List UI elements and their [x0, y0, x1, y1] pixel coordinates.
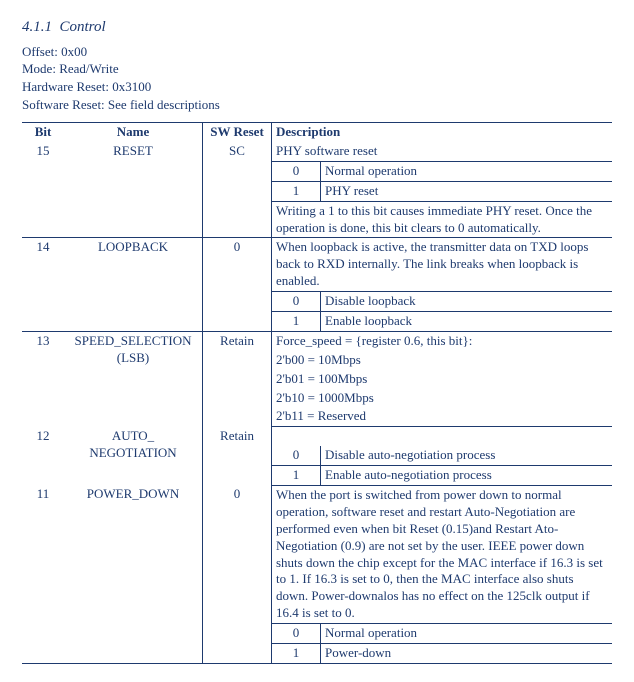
cell-swreset: 0	[203, 238, 272, 331]
cell-description: PHY software reset	[272, 142, 613, 161]
meta-hwreset-value: 0x3100	[112, 79, 151, 94]
subrow-key: 1	[272, 644, 321, 664]
cell-name: LOOPBACK	[64, 238, 203, 331]
cell-name-line2: (LSB)	[117, 350, 150, 365]
subrow-value: Disable loopback	[321, 292, 613, 312]
cell-bit: 13	[22, 331, 64, 426]
subrow-value: Enable auto-negotiation process	[321, 466, 613, 486]
section-number: 4.1.1	[22, 19, 52, 35]
table-row: 13 SPEED_SELECTION (LSB) Retain Force_sp…	[22, 331, 612, 350]
cell-name: AUTO_ NEGOTIATION	[64, 427, 203, 486]
cell-name: SPEED_SELECTION (LSB)	[64, 331, 203, 426]
cell-description: 2'b00 = 10Mbps	[272, 351, 613, 370]
section-heading: 4.1.1 Control	[22, 18, 612, 38]
subrow-value: PHY reset	[321, 181, 613, 201]
cell-swreset: 0	[203, 485, 272, 663]
meta-offset: Offset: 0x00	[22, 44, 612, 61]
header-name: Name	[64, 123, 203, 142]
cell-description: When the port is switched from power dow…	[272, 485, 613, 623]
header-description: Description	[272, 123, 613, 142]
cell-swreset: Retain	[203, 427, 272, 486]
meta-swreset-value: See field descriptions	[108, 97, 220, 112]
header-swreset: SW Reset	[203, 123, 272, 142]
meta-swreset-label: Software Reset:	[22, 97, 105, 112]
meta-hwreset-label: Hardware Reset:	[22, 79, 109, 94]
cell-bit: 11	[22, 485, 64, 663]
meta-mode-value: Read/Write	[59, 61, 118, 76]
subrow-value: Enable loopback	[321, 311, 613, 331]
subrow-note: Writing a 1 to this bit causes immediate…	[272, 201, 613, 238]
cell-description: When loopback is active, the transmitter…	[272, 238, 613, 292]
subrow-value: Disable auto-negotiation process	[321, 446, 613, 465]
meta-mode: Mode: Read/Write	[22, 61, 612, 78]
cell-name-line2: NEGOTIATION	[89, 445, 176, 460]
cell-description	[272, 427, 613, 446]
cell-description: 2'b10 = 1000Mbps	[272, 389, 613, 408]
subrow-value: Power-down	[321, 644, 613, 664]
section-title: Control	[60, 19, 106, 35]
subrow-key: 1	[272, 181, 321, 201]
cell-description: 2'b11 = Reserved	[272, 407, 613, 426]
cell-name-line1: SPEED_SELECTION	[75, 333, 192, 348]
table-row: 15 RESET SC PHY software reset	[22, 142, 612, 161]
subrow-key: 1	[272, 311, 321, 331]
meta-swreset: Software Reset: See field descriptions	[22, 97, 612, 114]
meta-offset-value: 0x00	[61, 44, 87, 59]
table-header-row: Bit Name SW Reset Description	[22, 123, 612, 142]
cell-name: POWER_DOWN	[64, 485, 203, 663]
header-bit: Bit	[22, 123, 64, 142]
cell-bit: 15	[22, 142, 64, 238]
subrow-key: 0	[272, 624, 321, 644]
cell-bit: 12	[22, 427, 64, 486]
subrow-value: Normal operation	[321, 161, 613, 181]
meta-hwreset: Hardware Reset: 0x3100	[22, 79, 612, 96]
cell-bit: 14	[22, 238, 64, 331]
subrow-key: 0	[272, 161, 321, 181]
register-table: Bit Name SW Reset Description 15 RESET S…	[22, 122, 612, 664]
subrow-key: 0	[272, 446, 321, 465]
subrow-key: 0	[272, 292, 321, 312]
cell-description: 2'b01 = 100Mbps	[272, 370, 613, 389]
cell-name-line1: AUTO_	[112, 428, 154, 443]
table-row: 14 LOOPBACK 0 When loopback is active, t…	[22, 238, 612, 292]
subrow-key: 1	[272, 466, 321, 486]
cell-swreset: SC	[203, 142, 272, 238]
subrow-value: Normal operation	[321, 624, 613, 644]
meta-offset-label: Offset:	[22, 44, 58, 59]
table-row: 11 POWER_DOWN 0 When the port is switche…	[22, 485, 612, 623]
meta-mode-label: Mode:	[22, 61, 56, 76]
cell-description: Force_speed = {register 0.6, this bit}:	[272, 331, 613, 350]
cell-name: RESET	[64, 142, 203, 238]
table-row: 12 AUTO_ NEGOTIATION Retain	[22, 427, 612, 446]
cell-swreset: Retain	[203, 331, 272, 426]
